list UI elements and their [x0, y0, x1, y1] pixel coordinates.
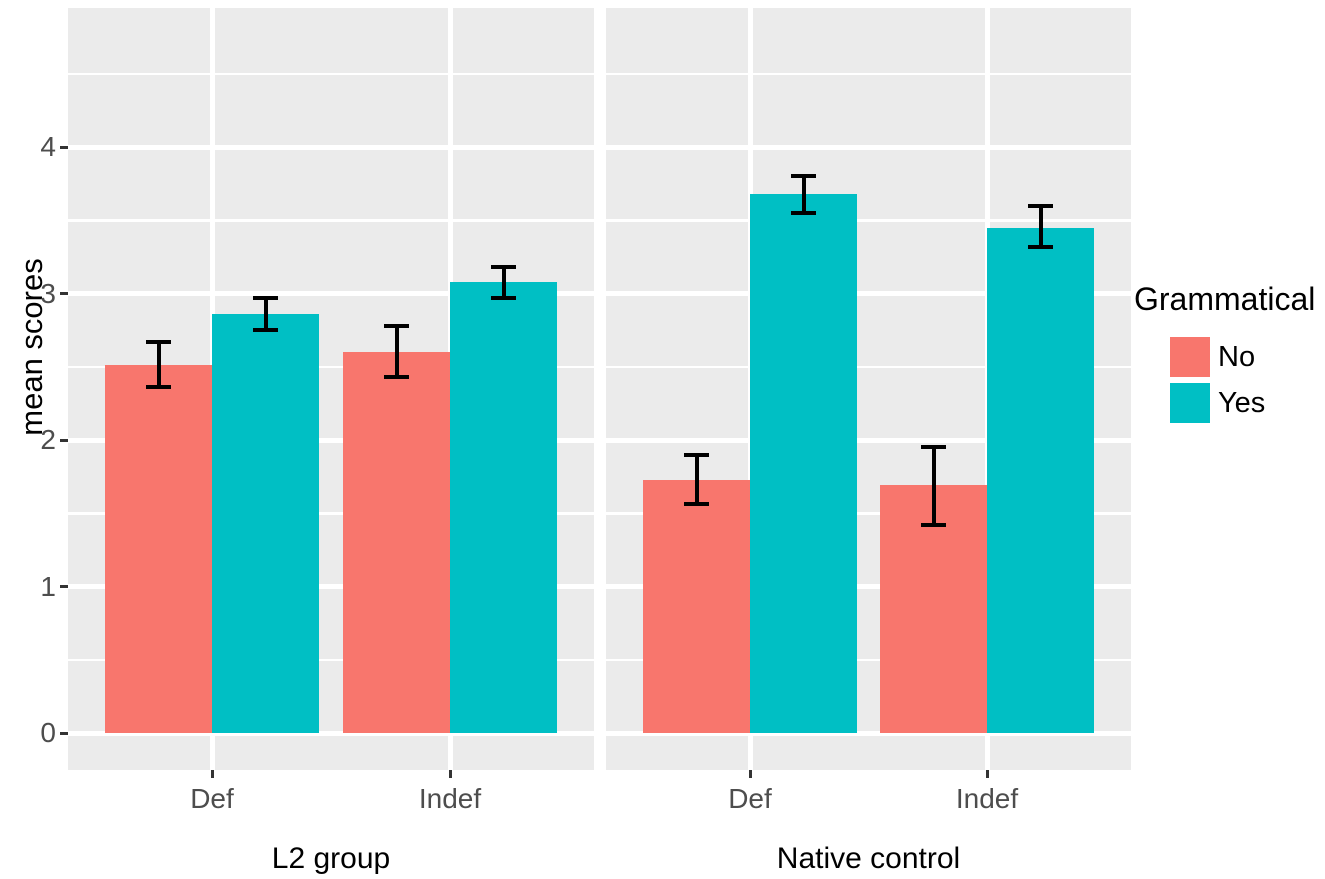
errorbar-line — [801, 176, 806, 213]
gridline-minor — [606, 72, 1131, 75]
gridline-major — [606, 144, 1131, 150]
errorbar-cap-top — [684, 452, 709, 457]
gridline-minor — [68, 72, 594, 75]
bar-def-no — [643, 479, 750, 733]
gridline-minor — [68, 219, 594, 222]
y-tick-mark — [60, 585, 68, 588]
gridline-major — [68, 730, 594, 736]
x-category-label: Def — [190, 783, 234, 814]
errorbar-cap-top — [921, 445, 946, 450]
errorbar-cap-bottom — [146, 385, 171, 390]
errorbar-line — [501, 267, 506, 298]
x-tick-mark — [210, 770, 214, 778]
gridline-minor — [68, 512, 594, 515]
errorbar-cap-top — [384, 323, 409, 328]
errorbar-cap-top — [146, 339, 171, 344]
bar-indef-yes — [987, 227, 1094, 733]
errorbar-cap-bottom — [253, 328, 278, 333]
errorbar-line — [694, 454, 699, 505]
legend-key-yes — [1170, 383, 1210, 423]
gridline-minor — [606, 365, 1131, 368]
errorbar-cap-top — [791, 174, 816, 179]
x-tick-mark — [448, 770, 452, 778]
gridline-major — [68, 584, 594, 589]
gridline-major — [606, 584, 1131, 589]
gridline-major — [606, 437, 1131, 443]
errorbar-cap-top — [491, 265, 516, 270]
gridline-minor — [68, 365, 594, 368]
gridline-minor — [606, 512, 1131, 515]
y-tick-label: 2 — [40, 424, 56, 455]
errorbar-line — [394, 325, 399, 377]
y-tick-label: 4 — [40, 131, 56, 162]
panel-native-control — [606, 8, 1131, 770]
errorbar-cap-top — [1028, 203, 1053, 208]
y-tick-mark — [60, 731, 68, 735]
legend-key-no — [1170, 337, 1210, 377]
facet-label-left: L2 group — [271, 842, 391, 875]
errorbar-cap-bottom — [791, 210, 816, 215]
legend-label-no: No — [1218, 341, 1256, 373]
errorbar-line — [156, 341, 161, 388]
y-tick-mark — [60, 438, 68, 442]
panel-l2-group — [68, 8, 594, 770]
bar-indef-no — [343, 352, 450, 733]
x-category-label: Indef — [955, 783, 1019, 814]
errorbar-cap-bottom — [1028, 244, 1053, 249]
x-tick-mark — [748, 770, 752, 778]
gridline-major — [606, 291, 1131, 296]
y-tick-label: 1 — [40, 570, 56, 602]
errorbar-line — [1038, 205, 1043, 247]
legend-label-yes: Yes — [1218, 387, 1266, 419]
errorbar-cap-top — [253, 295, 278, 300]
x-tick-mark — [985, 770, 989, 778]
errorbar-cap-bottom — [684, 502, 709, 507]
gridline-major — [68, 144, 594, 150]
errorbar-cap-bottom — [491, 295, 516, 300]
x-category-label: Def — [728, 783, 772, 814]
bar-def-no — [105, 365, 212, 733]
y-tick-label: 3 — [40, 277, 56, 309]
bar-indef-yes — [450, 281, 557, 733]
gridline-minor — [68, 658, 594, 661]
bar-def-yes — [750, 193, 857, 733]
bar-def-yes — [212, 314, 319, 733]
gridline-minor — [606, 658, 1131, 661]
errorbar-cap-bottom — [921, 522, 946, 527]
gridline-major — [606, 730, 1131, 736]
y-tick-mark — [60, 292, 68, 295]
x-category-label: Indef — [418, 783, 482, 814]
gridline-major — [68, 437, 594, 443]
facet-label-right: Native control — [776, 842, 961, 875]
y-tick-mark — [60, 145, 68, 149]
gridline-major — [68, 291, 594, 296]
y-tick-label: 0 — [40, 717, 56, 748]
gridline-minor — [606, 219, 1131, 222]
errorbar-line — [263, 297, 268, 331]
errorbar-cap-bottom — [384, 375, 409, 379]
legend-title: Grammatical — [1134, 281, 1316, 317]
errorbar-line — [931, 447, 936, 525]
